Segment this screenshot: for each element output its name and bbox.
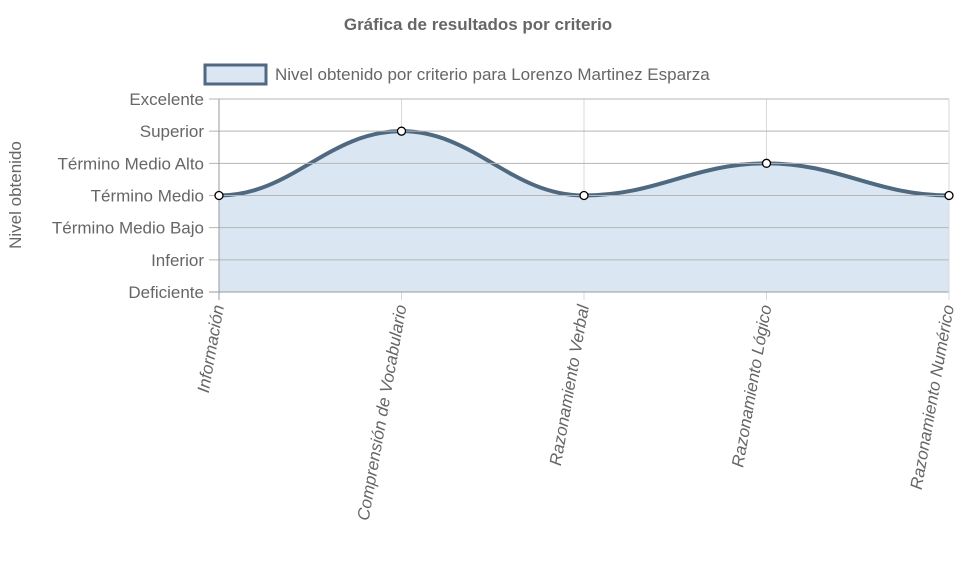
data-point[interactable]	[944, 190, 954, 201]
chart-title: Gráfica de resultados por criterio	[344, 15, 612, 34]
x-tick-label: Comprensión de Vocabulario	[354, 303, 411, 522]
x-tick-label: Información	[194, 303, 228, 394]
y-tick-label: Término Medio	[91, 187, 204, 206]
x-tick-label: Razonamiento Numérico	[907, 303, 955, 491]
data-points[interactable]	[214, 126, 954, 201]
x-tick-label: Razonamiento Lógico	[728, 303, 775, 468]
x-tick-label: Razonamiento Verbal	[546, 302, 593, 467]
y-tick-label: Inferior	[151, 251, 204, 270]
data-point[interactable]	[761, 158, 772, 168]
legend[interactable]: Nivel obtenido por criterio para Lorenzo…	[203, 63, 710, 86]
y-axis-title: Nivel obtenido	[6, 141, 25, 249]
data-point[interactable]	[396, 126, 407, 136]
y-tick-label: Deficiente	[128, 283, 204, 302]
series-area-fill	[219, 131, 949, 292]
y-tick-labels: Deficiente Inferior Término Medio Bajo Térm…	[52, 90, 204, 302]
x-tick-labels: Información Comprensión de Vocabulario Raz…	[194, 302, 955, 522]
data-point[interactable]	[579, 190, 589, 201]
data-point[interactable]	[214, 190, 224, 201]
y-tick-label: Término Medio Alto	[58, 154, 204, 173]
y-tick-label: Superior	[140, 122, 205, 141]
legend-swatch	[203, 63, 268, 86]
y-tick-label: Término Medio Bajo	[52, 219, 204, 238]
y-tick-label: Excelente	[129, 90, 204, 109]
legend-label: Nivel obtenido por criterio para Lorenzo…	[275, 65, 710, 84]
